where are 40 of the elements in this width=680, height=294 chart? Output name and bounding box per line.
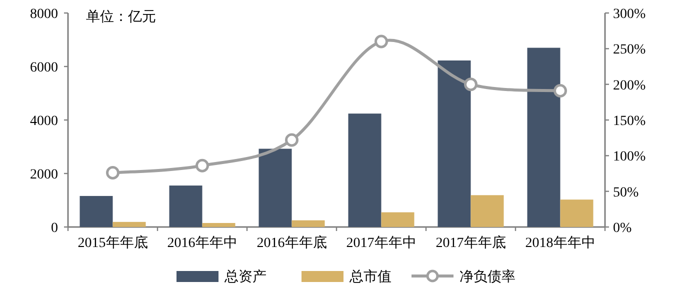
point (106, 166, 120, 180)
point (554, 84, 567, 98)
bar (202, 222, 236, 227)
bar (169, 186, 202, 227)
y2-tick-label: 0% (613, 221, 632, 236)
y2-tick-label: 150% (613, 114, 646, 129)
bar (438, 60, 471, 227)
x-tick-label: 2015年年底 (78, 235, 148, 251)
y2-tick-label: 100% (613, 150, 646, 165)
point (374, 34, 388, 48)
point (196, 158, 209, 172)
y2-tick-label: 300% (613, 7, 646, 22)
bar (80, 196, 113, 227)
y2-tick-label: 50% (613, 185, 639, 200)
y-tick-label: 0 (51, 221, 58, 236)
bar (381, 212, 414, 227)
y-tick-label: 8000 (30, 7, 58, 22)
y-tick-label: 6000 (30, 60, 58, 76)
bar (258, 148, 292, 227)
x-tick-label: 2017年年底 (436, 235, 506, 251)
bar (527, 48, 560, 227)
annotation: 单位：亿元 (86, 9, 156, 25)
legend-label: 总资产 (224, 269, 266, 285)
y-tick-label: 2000 (30, 168, 58, 182)
x-tick-label: 2017年年中 (346, 235, 416, 251)
legend-label: 净负债率 (460, 269, 516, 285)
y2-tick-label: 200% (613, 78, 646, 94)
legend-label: 总市值 (348, 269, 392, 285)
x-tick-label: 2016年年中 (167, 235, 238, 251)
point (285, 133, 298, 147)
bar (292, 220, 325, 227)
bar (560, 200, 594, 227)
y-tick-label: 4000 (30, 114, 58, 129)
point (464, 78, 478, 92)
x-tick-label: 2018年年中 (525, 235, 596, 251)
y2-tick-label: 250% (613, 42, 646, 58)
bar (112, 222, 146, 227)
x-tick-label: 2016年年底 (256, 235, 327, 251)
bar (348, 114, 382, 227)
bar (470, 195, 504, 227)
